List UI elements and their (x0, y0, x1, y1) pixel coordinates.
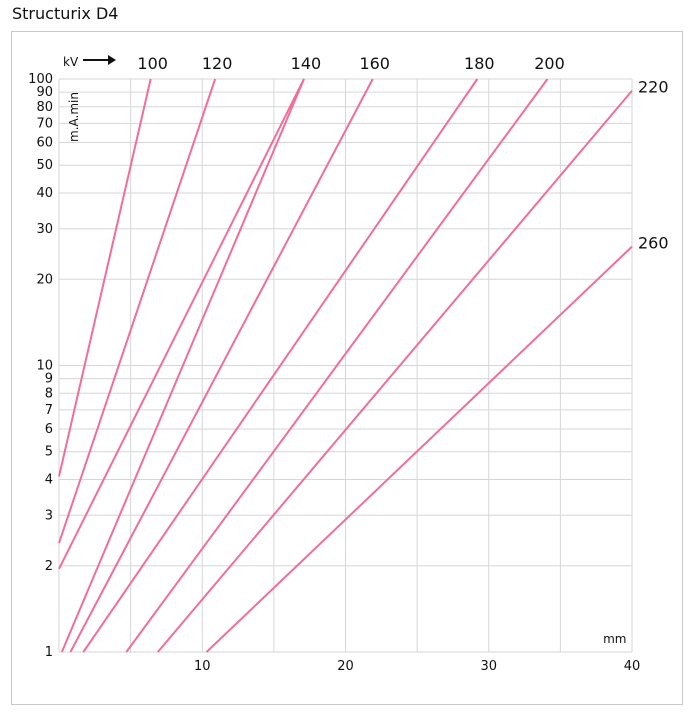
y-tick-label: 80 (36, 100, 53, 115)
arrow-icon (108, 55, 116, 65)
series-name-label: 100 (137, 54, 168, 73)
page-title: Structurix D4 (12, 4, 119, 23)
x-tick-label: 30 (480, 659, 497, 674)
y-tick-label: 60 (36, 136, 53, 151)
y-tick-label: 2 (45, 559, 53, 574)
y-tick-label: 50 (36, 158, 53, 173)
y-tick-label: 7 (45, 403, 53, 418)
series-line-160 (69, 78, 374, 653)
y-tick-label: 90 (36, 85, 53, 100)
y-tick-label: 6 (45, 422, 53, 437)
series-line-120 (58, 78, 217, 544)
y-tick-label: 10 (36, 359, 53, 374)
series-name-label: 140 (291, 54, 322, 73)
series-line-140 (60, 78, 305, 653)
y-axis-label: m.A.min (67, 92, 81, 142)
y-tick-label: 8 (45, 386, 53, 401)
y-tick-label: 20 (36, 272, 53, 287)
y-tick-label: 40 (36, 186, 53, 201)
x-tick-label: 10 (194, 659, 211, 674)
y-tick-label: 30 (36, 222, 53, 237)
y-tick-label: 100 (28, 72, 53, 87)
series-name-label: 260 (638, 234, 669, 253)
series-line-unlabeled (58, 78, 305, 570)
chart-frame (11, 31, 683, 705)
y-tick-label: 1 (45, 645, 53, 660)
series-name-label: 220 (638, 78, 669, 97)
y-tick-label: 70 (36, 116, 53, 131)
series-line-180 (82, 78, 479, 653)
y-tick-label: 5 (45, 445, 53, 460)
x-axis-label: mm (603, 632, 626, 646)
series-name-label: 160 (359, 54, 390, 73)
series-line-260 (205, 245, 633, 653)
x-tick-label: 40 (624, 659, 641, 674)
series-line-220 (157, 90, 633, 653)
series-name-label: 180 (464, 54, 495, 73)
y-tick-label: 3 (45, 508, 53, 523)
gridlines (58, 78, 633, 653)
series-label: kV (63, 55, 79, 69)
x-tick-label: 20 (337, 659, 354, 674)
series-line-100 (58, 78, 152, 477)
y-tick-label: 9 (45, 372, 53, 387)
kv-legend: kV 100 120 140 160 180 200 220 260 (63, 54, 669, 253)
series-name-label: 200 (534, 54, 565, 73)
series-line-200 (125, 78, 549, 653)
y-tick-label: 4 (45, 473, 53, 488)
series-name-label: 120 (202, 54, 233, 73)
series-lines (58, 78, 633, 653)
